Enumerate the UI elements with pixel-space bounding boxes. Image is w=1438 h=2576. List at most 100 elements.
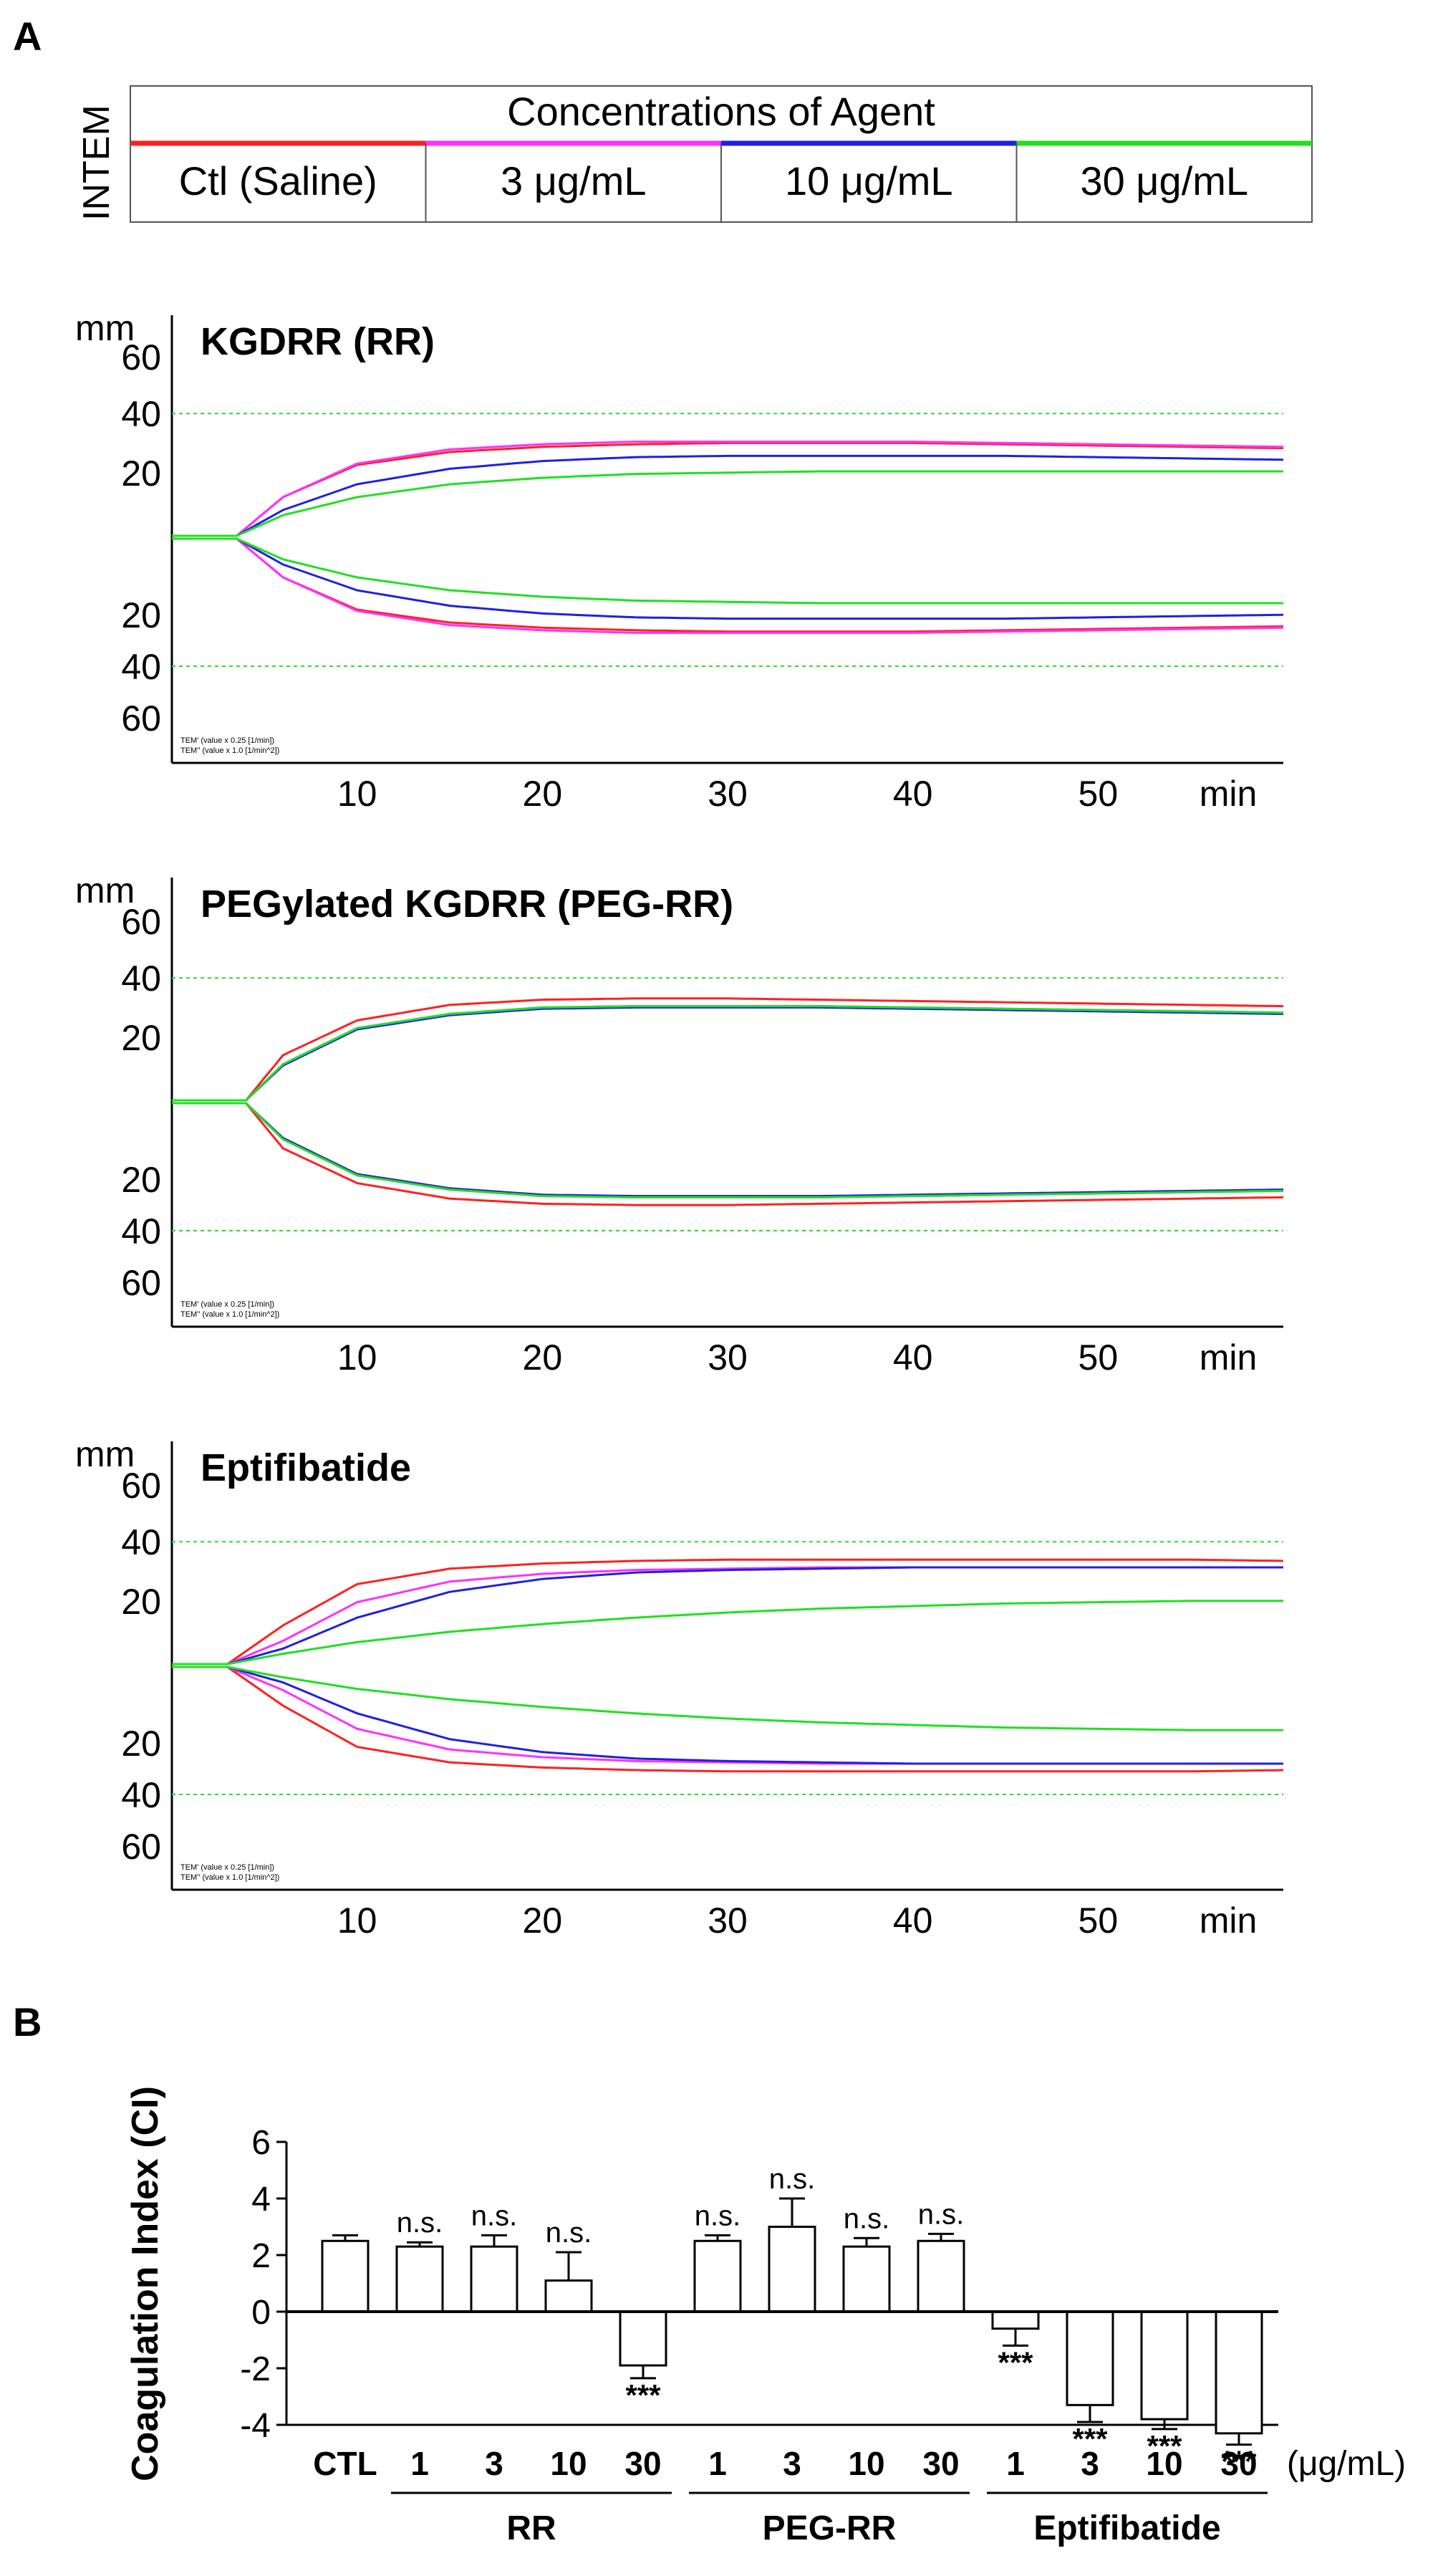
x-tick-label: 30 [708,1900,748,1941]
bar-category-label: 1 [1006,2445,1025,2482]
x-tick-label: 40 [893,1900,933,1941]
trace-upper-0 [172,997,1284,1102]
trace-lower-1 [172,1666,1283,1765]
chart-title: Eptifibatide [201,1446,411,1489]
trace-upper-1 [172,1005,1284,1102]
bar-category-label: 30 [1220,2445,1257,2482]
x-tick-label: 40 [893,774,933,814]
x-axis-unit: min [1200,1337,1258,1378]
teg-chart-rr: mm KGDRR (RR) 60 40 20 20 40 60 10 20 30 40 50 min TEM… [75,308,1284,814]
bar-y-tick-label: 4 [251,2181,271,2219]
y-axis-unit: mm [75,1434,135,1474]
significance-label-12: *** [1221,2445,1257,2479]
significance-label-1: n.s. [397,2207,443,2239]
trace-upper-1 [172,1566,1283,1666]
bar-0 [321,2239,370,2313]
x-axis-unit: min [1200,1900,1258,1941]
bar-category-label: 3 [783,2445,801,2482]
y-tick-label: 20 [121,1582,161,1622]
y-axis-unit: mm [75,870,135,910]
x-tick-label: 30 [708,774,748,814]
group-label-0: RR [506,2509,556,2547]
bar-y-tick-label: 2 [251,2237,271,2275]
legend-item-label-0: Ctl (Saline) [179,158,377,203]
bar-category-label: 30 [624,2445,661,2482]
bar-7 [842,2245,891,2313]
x-tick-label: 20 [523,774,563,814]
x-tick-label: 50 [1078,1900,1119,1941]
significance-label-2: n.s. [471,2200,517,2231]
trace-lower-2 [172,537,1284,620]
y-tick-label: 20 [121,1724,161,1764]
trace-upper-3 [172,1600,1283,1666]
x-tick-label: 10 [337,1337,377,1378]
bar-unit-label: (μg/mL) [1287,2445,1406,2483]
significance-label-6: n.s. [769,2163,815,2195]
trace-lower-1 [172,1102,1284,1198]
bar-6 [768,2226,816,2313]
x-tick-label: 30 [708,1337,748,1378]
significance-label-5: n.s. [695,2200,740,2231]
bar-y-tick-label: 6 [251,2124,271,2162]
bar-category-label: CTL [313,2445,377,2482]
footnote-line: TEM'' (value x 1.0 [1/min^2]) [180,1310,279,1319]
bar-10 [1066,2310,1114,2406]
trace-lower-0 [172,1102,1284,1206]
trace-upper-2 [172,454,1284,537]
footnote-line: TEM'' (value x 1.0 [1/min^2]) [180,1873,279,1882]
panel-label-a: A [13,14,42,59]
bar-category-label: 10 [1146,2445,1182,2482]
significance-label-9: *** [998,2345,1033,2379]
x-tick-label: 40 [893,1337,933,1378]
trace-lower-3 [172,1102,1284,1198]
bar-category-label: 30 [922,2445,959,2482]
bar-category-label: 10 [550,2445,587,2482]
trace-lower-2 [172,1666,1283,1765]
chart-title: PEGylated KGDRR (PEG-RR) [201,883,733,926]
trace-lower-1 [172,537,1284,634]
y-tick-label: 20 [121,595,161,635]
bar-12 [1215,2310,1263,2435]
trace-lower-3 [172,1666,1283,1731]
significance-label-4: *** [625,2378,661,2412]
legend-item-label-3: 30 μg/mL [1080,158,1248,203]
teg-chart-peg-rr: mm PEGylated KGDRR (PEG-RR) 60 40 20 20 40 60 10… [75,870,1284,1378]
y-tick-label: 40 [121,1522,161,1562]
legend-side-label: INTEM [76,105,117,221]
bar-9 [991,2310,1040,2330]
footnote-line: TEM' (value x 0.25 [1/min]) [180,736,274,745]
x-tick-label: 10 [337,774,377,814]
bar-5 [693,2239,742,2313]
y-tick-label: 20 [121,1018,161,1058]
y-tick-label: 40 [121,647,161,687]
significance-label-10: *** [1072,2422,1108,2456]
x-tick-label: 50 [1078,1337,1119,1378]
significance-label-8: n.s. [918,2198,964,2230]
y-tick-label: 20 [121,1160,161,1200]
trace-lower-2 [172,1102,1284,1198]
bar-category-label: 3 [1081,2445,1099,2482]
bar-1 [395,2245,444,2313]
bar-3 [544,2279,593,2313]
trace-upper-0 [172,1558,1284,1666]
significance-label-3: n.s. [546,2217,592,2249]
bar-category-label: 1 [410,2445,429,2482]
bar-4 [619,2310,667,2367]
y-tick-label: 40 [121,394,161,434]
bar-category-label: 1 [708,2445,727,2482]
y-tick-label: 60 [121,902,161,942]
x-tick-label: 20 [523,1337,563,1378]
y-tick-label: 60 [121,1827,161,1867]
x-tick-label: 10 [337,1900,377,1941]
y-tick-label: 40 [121,1775,161,1815]
trace-upper-3 [172,470,1283,537]
y-tick-label: 60 [121,1263,161,1303]
group-label-1: PEG-RR [763,2509,897,2547]
teg-chart-eptifibatide: mm Eptifibatide 60 40 20 20 40 60 10 20 30 40 50 min T… [75,1434,1284,1941]
trace-upper-1 [172,441,1284,537]
significance-label-7: n.s. [844,2203,889,2234]
chart-title: KGDRR (RR) [201,320,435,363]
bar-8 [917,2239,965,2313]
y-tick-label: 60 [121,337,161,378]
